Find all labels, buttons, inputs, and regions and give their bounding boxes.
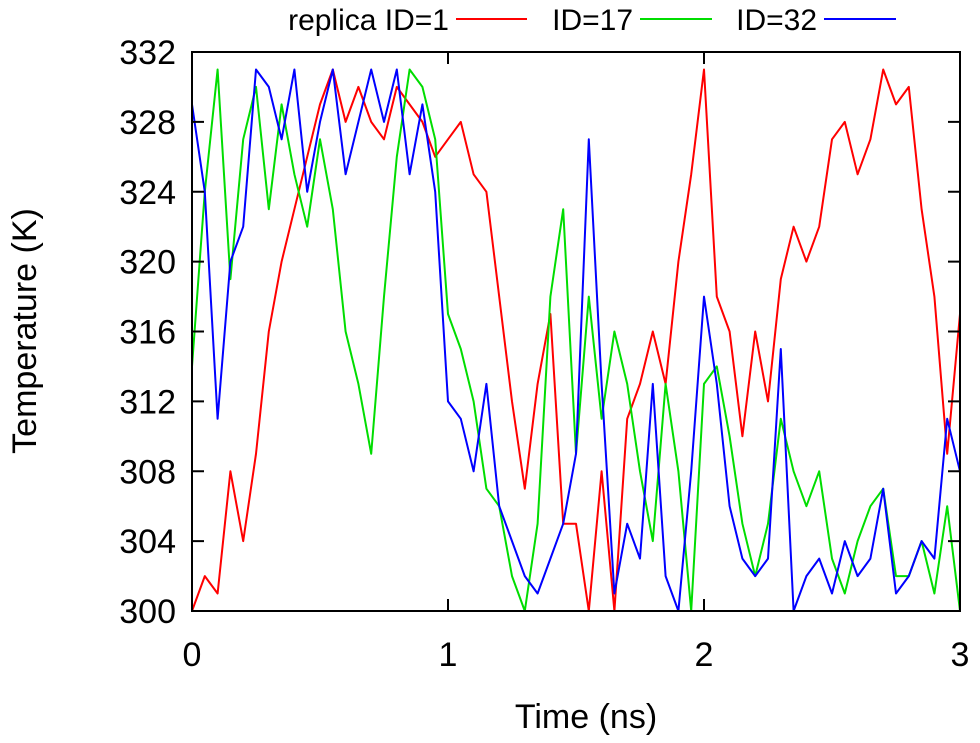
x-tick-label: 0 — [183, 636, 202, 674]
series-layer — [191, 68, 961, 612]
legend-label-1: replica ID=1 — [288, 4, 449, 37]
x-axis-label: Time (ns) — [515, 698, 657, 736]
legend-label-3: ID=32 — [736, 4, 817, 37]
y-tick-label: 324 — [119, 174, 176, 212]
series-line-1 — [191, 68, 961, 612]
y-tick-label: 320 — [119, 244, 176, 282]
series-line-3 — [191, 68, 961, 612]
legend: replica ID=1 ID=17 ID=32 — [288, 4, 896, 37]
y-tick-label: 316 — [119, 314, 176, 352]
axis-ticks: 0 1 2 3 300 304 308 312 316 320 324 328 332 — [119, 34, 969, 674]
x-tick-label: 3 — [951, 636, 970, 674]
y-tick-label: 328 — [119, 104, 176, 142]
x-tick-label: 2 — [695, 636, 714, 674]
y-tick-label: 300 — [119, 593, 176, 631]
y-axis-label: Temperature (K) — [6, 208, 44, 454]
y-tick-label: 312 — [119, 383, 176, 421]
y-tick-label: 332 — [119, 34, 176, 72]
y-tick-label: 304 — [119, 523, 176, 561]
y-tick-label: 308 — [119, 453, 176, 491]
legend-label-2: ID=17 — [552, 4, 633, 37]
x-tick-label: 1 — [439, 636, 458, 674]
